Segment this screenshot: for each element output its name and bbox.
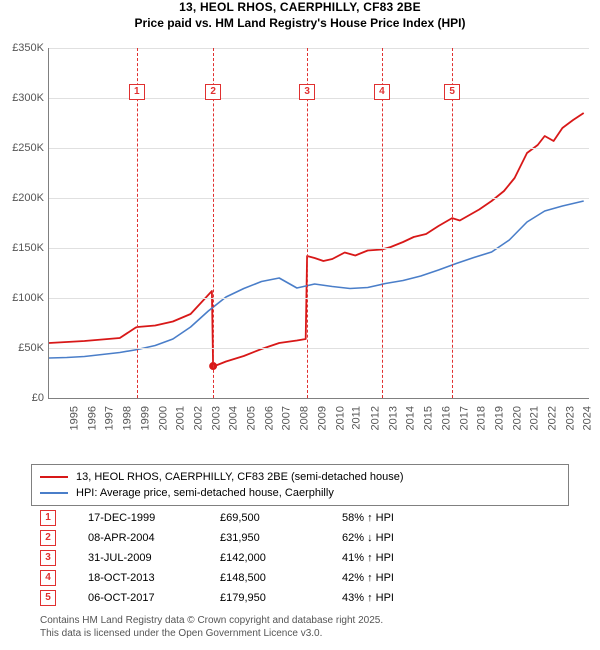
gridline [49, 48, 589, 49]
event-date: 06-OCT-2017 [88, 592, 188, 604]
y-tick-label: £100K [0, 292, 44, 304]
gridline [49, 298, 589, 299]
marker-box: 3 [299, 84, 315, 100]
x-tick-label: 2012 [369, 406, 381, 430]
legend-swatch [40, 476, 68, 478]
legend-label: HPI: Average price, semi-detached house,… [76, 487, 334, 499]
sale-event-row: 1 17-DEC-1999 £69,500 58% ↑ HPI [40, 510, 600, 526]
sale-event-row: 4 18-OCT-2013 £148,500 42% ↑ HPI [40, 570, 600, 586]
event-index-box: 3 [40, 550, 56, 566]
x-tick-label: 2005 [246, 406, 258, 430]
x-tick-label: 2004 [228, 406, 240, 430]
x-tick-label: 1999 [139, 406, 151, 430]
x-tick-label: 2006 [263, 406, 275, 430]
page-title: 13, HEOL RHOS, CAERPHILLY, CF83 2BE [0, 0, 600, 14]
sale-event-row: 2 08-APR-2004 £31,950 62% ↓ HPI [40, 530, 600, 546]
event-index-box: 2 [40, 530, 56, 546]
event-delta: 43% ↑ HPI [342, 592, 394, 604]
x-tick-label: 2018 [476, 406, 488, 430]
marker-box: 2 [205, 84, 221, 100]
x-tick-label: 2015 [423, 406, 435, 430]
marker-line [382, 48, 383, 398]
x-tick-label: 2011 [351, 406, 363, 430]
x-tick-label: 2017 [458, 406, 470, 430]
x-tick-label: 2019 [493, 406, 505, 430]
event-index-box: 5 [40, 590, 56, 606]
event-delta: 62% ↓ HPI [342, 532, 394, 544]
event-price: £148,500 [220, 572, 310, 584]
y-tick-label: £350K [0, 42, 44, 54]
event-delta: 42% ↑ HPI [342, 572, 394, 584]
event-index-box: 4 [40, 570, 56, 586]
marker-box: 1 [129, 84, 145, 100]
y-tick-label: £50K [0, 342, 44, 354]
marker-box: 4 [374, 84, 390, 100]
legend-row: HPI: Average price, semi-detached house,… [40, 485, 560, 501]
event-price: £179,950 [220, 592, 310, 604]
x-tick-label: 2002 [192, 406, 204, 430]
x-tick-label: 2022 [547, 406, 559, 430]
y-tick-label: £200K [0, 192, 44, 204]
x-tick-label: 2000 [157, 406, 169, 430]
event-delta: 58% ↑ HPI [342, 512, 394, 524]
x-tick-label: 2008 [299, 406, 311, 430]
x-tick-label: 1998 [122, 406, 134, 430]
event-date: 17-DEC-1999 [88, 512, 188, 524]
marker-line [213, 48, 214, 398]
x-tick-label: 2021 [529, 406, 541, 430]
marker-line [307, 48, 308, 398]
x-tick-label: 2024 [582, 406, 594, 430]
marker-line [137, 48, 138, 398]
x-tick-label: 2020 [511, 406, 523, 430]
attribution: Contains HM Land Registry data © Crown c… [40, 614, 600, 640]
legend: 13, HEOL RHOS, CAERPHILLY, CF83 2BE (sem… [31, 464, 569, 506]
marker-line [452, 48, 453, 398]
gridline [49, 348, 589, 349]
x-tick-label: 2014 [405, 406, 417, 430]
y-tick-label: £0 [0, 392, 44, 404]
x-tick-label: 2023 [564, 406, 576, 430]
x-tick-label: 1996 [86, 406, 98, 430]
series-hpi [49, 201, 584, 358]
x-tick-label: 2016 [440, 406, 452, 430]
y-tick-label: £300K [0, 92, 44, 104]
y-tick-label: £150K [0, 242, 44, 254]
x-tick-label: 2009 [316, 406, 328, 430]
series-price_paid [49, 113, 584, 366]
x-tick-label: 1997 [104, 406, 116, 430]
event-index-box: 1 [40, 510, 56, 526]
gridline [49, 248, 589, 249]
event-price: £142,000 [220, 552, 310, 564]
x-tick-label: 2013 [387, 406, 399, 430]
attribution-line: Contains HM Land Registry data © Crown c… [40, 615, 383, 626]
attribution-line: This data is licensed under the Open Gov… [40, 628, 322, 639]
event-date: 18-OCT-2013 [88, 572, 188, 584]
event-date: 08-APR-2004 [88, 532, 188, 544]
gridline [49, 198, 589, 199]
legend-swatch [40, 492, 68, 494]
x-tick-label: 2007 [281, 406, 293, 430]
plot-area: 1 2 3 4 5 [48, 48, 589, 399]
series-svg [49, 48, 589, 398]
sale-event-row: 3 31-JUL-2009 £142,000 41% ↑ HPI [40, 550, 600, 566]
x-tick-label: 2001 [175, 406, 187, 430]
event-price: £31,950 [220, 532, 310, 544]
page-subtitle: Price paid vs. HM Land Registry's House … [0, 16, 600, 30]
event-delta: 41% ↑ HPI [342, 552, 394, 564]
legend-row: 13, HEOL RHOS, CAERPHILLY, CF83 2BE (sem… [40, 469, 560, 485]
price-chart: £0 £50K £100K £150K £200K £250K £300K £350K 1 2 3… [0, 38, 600, 458]
sale-events-list: 1 17-DEC-1999 £69,500 58% ↑ HPI 2 08-APR-2004… [0, 510, 600, 606]
x-tick-label: 1995 [68, 406, 80, 430]
x-tick-label: 2003 [210, 406, 222, 430]
x-tick-label: 2010 [334, 406, 346, 430]
y-tick-label: £250K [0, 142, 44, 154]
event-date: 31-JUL-2009 [88, 552, 188, 564]
sale-event-row: 5 06-OCT-2017 £179,950 43% ↑ HPI [40, 590, 600, 606]
gridline [49, 148, 589, 149]
legend-label: 13, HEOL RHOS, CAERPHILLY, CF83 2BE (sem… [76, 471, 404, 483]
marker-box: 5 [444, 84, 460, 100]
event-price: £69,500 [220, 512, 310, 524]
